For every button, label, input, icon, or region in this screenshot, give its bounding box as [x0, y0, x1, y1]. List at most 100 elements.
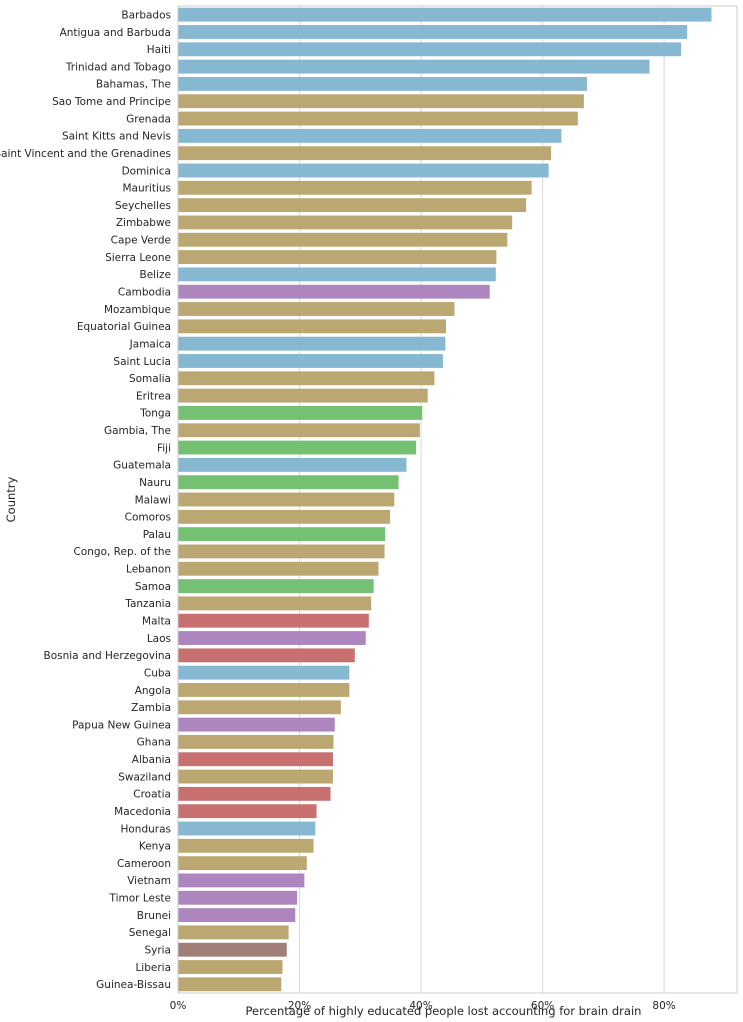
y-tick-label: Palau: [143, 529, 171, 541]
bar: [178, 250, 497, 265]
x-tick-label: 60%: [531, 1000, 554, 1012]
y-tick-label: Jamaica: [129, 338, 171, 350]
bar: [178, 319, 446, 334]
bar: [178, 925, 289, 940]
bar: [178, 752, 333, 767]
bar: [178, 198, 527, 213]
y-tick-label: Sierra Leone: [105, 252, 171, 264]
bar: [178, 683, 350, 697]
x-axis-title: Percentage of highly educated people los…: [246, 1004, 642, 1018]
bar: [178, 821, 316, 836]
y-tick-label: Kenya: [139, 841, 171, 853]
y-tick-label: Zambia: [131, 702, 171, 714]
bar: [178, 700, 341, 715]
bar: [178, 769, 333, 784]
y-tick-label: Saint Lucia: [113, 356, 171, 368]
x-tick-label: 80%: [652, 1000, 675, 1012]
bar: [178, 59, 650, 74]
y-tick-label: Comoros: [125, 512, 171, 524]
y-tick-label: Grenada: [126, 113, 171, 125]
y-tick-label: Tanzania: [124, 598, 171, 610]
bar: [178, 648, 355, 663]
y-tick-label: Saint Vincent and the Grenadines: [0, 148, 171, 160]
y-tick-label: Eritrea: [136, 390, 171, 402]
y-tick-label: Tonga: [139, 408, 171, 420]
bar: [178, 215, 513, 230]
bar: [178, 804, 317, 819]
bar: [178, 42, 682, 57]
bar: [178, 475, 399, 490]
y-tick-label: Zimbabwe: [116, 217, 171, 229]
y-tick-label: Honduras: [120, 823, 171, 835]
y-tick-label: Syria: [144, 945, 171, 957]
bar: [178, 665, 350, 680]
y-tick-label: Cuba: [144, 667, 171, 679]
y-tick-label: Dominica: [122, 165, 171, 177]
y-tick-label: Congo, Rep. of the: [74, 546, 172, 558]
y-tick-label: Liberia: [135, 962, 171, 974]
bar: [178, 977, 282, 992]
bar: [178, 509, 391, 524]
y-tick-label: Brunei: [137, 910, 171, 922]
y-tick-label: Trinidad and Tobago: [65, 61, 171, 73]
y-tick-label: Macedonia: [114, 806, 171, 818]
y-tick-label: Mozambique: [104, 304, 171, 316]
y-tick-label: Malta: [142, 616, 171, 628]
y-tick-label: Albania: [132, 754, 171, 766]
bar: [178, 890, 298, 905]
bar: [178, 354, 443, 368]
y-tick-label: Guatemala: [113, 460, 171, 472]
y-tick-label: Belize: [140, 269, 171, 281]
bar: [178, 527, 386, 542]
y-tick-label: Guinea-Bissau: [96, 979, 171, 991]
bar: [178, 302, 455, 316]
bar: [178, 111, 578, 126]
bar: [178, 631, 366, 645]
y-tick-label: Laos: [147, 633, 171, 645]
y-tick-label: Malawi: [135, 494, 171, 506]
y-tick-label: Sao Tome and Principe: [52, 96, 171, 108]
y-tick-label: Equatorial Guinea: [77, 321, 171, 333]
y-tick-label: Barbados: [121, 9, 171, 21]
plot-frame: [177, 5, 738, 994]
bar: [178, 492, 395, 507]
y-tick-label: Fiji: [157, 442, 171, 454]
bar: [178, 613, 369, 628]
y-tick-label: Nauru: [139, 477, 171, 489]
bar: [178, 405, 423, 420]
x-tick-label: 20%: [288, 1000, 311, 1012]
bar: [178, 596, 372, 611]
y-tick-label: Lebanon: [126, 564, 171, 576]
y-tick-label: Saint Kitts and Nevis: [62, 131, 171, 143]
bar: [178, 838, 314, 853]
bar: [178, 856, 307, 871]
bar: [178, 76, 587, 91]
y-tick-label: Timor Leste: [109, 893, 172, 905]
y-tick-label: Samoa: [135, 581, 171, 593]
y-tick-label: Cameroon: [117, 858, 171, 870]
bar: [178, 457, 407, 472]
y-tick-label: Haiti: [147, 44, 171, 56]
bar: [178, 734, 334, 749]
bar: [178, 94, 584, 109]
y-tick-label: Gambia, The: [104, 425, 171, 437]
y-tick-label: Cape Verde: [111, 235, 171, 247]
bar: [178, 388, 428, 403]
y-tick-label: Ghana: [137, 737, 171, 749]
y-tick-label: Bosnia and Herzegovina: [44, 650, 172, 662]
bar: [178, 717, 335, 732]
y-tick-label: Swaziland: [118, 771, 171, 783]
bar: [178, 146, 552, 161]
bars: [178, 7, 712, 992]
bar: [178, 267, 496, 282]
y-tick-label: Cambodia: [118, 287, 171, 299]
y-tick-label: Papua New Guinea: [72, 719, 171, 731]
bar: [178, 336, 446, 351]
bar: [178, 7, 712, 22]
y-tick-label: Antigua and Barbuda: [60, 27, 171, 39]
bar: [178, 942, 287, 957]
bar: [178, 960, 283, 974]
y-tick-label: Senegal: [129, 927, 171, 939]
y-axis-title: Country: [4, 476, 18, 522]
